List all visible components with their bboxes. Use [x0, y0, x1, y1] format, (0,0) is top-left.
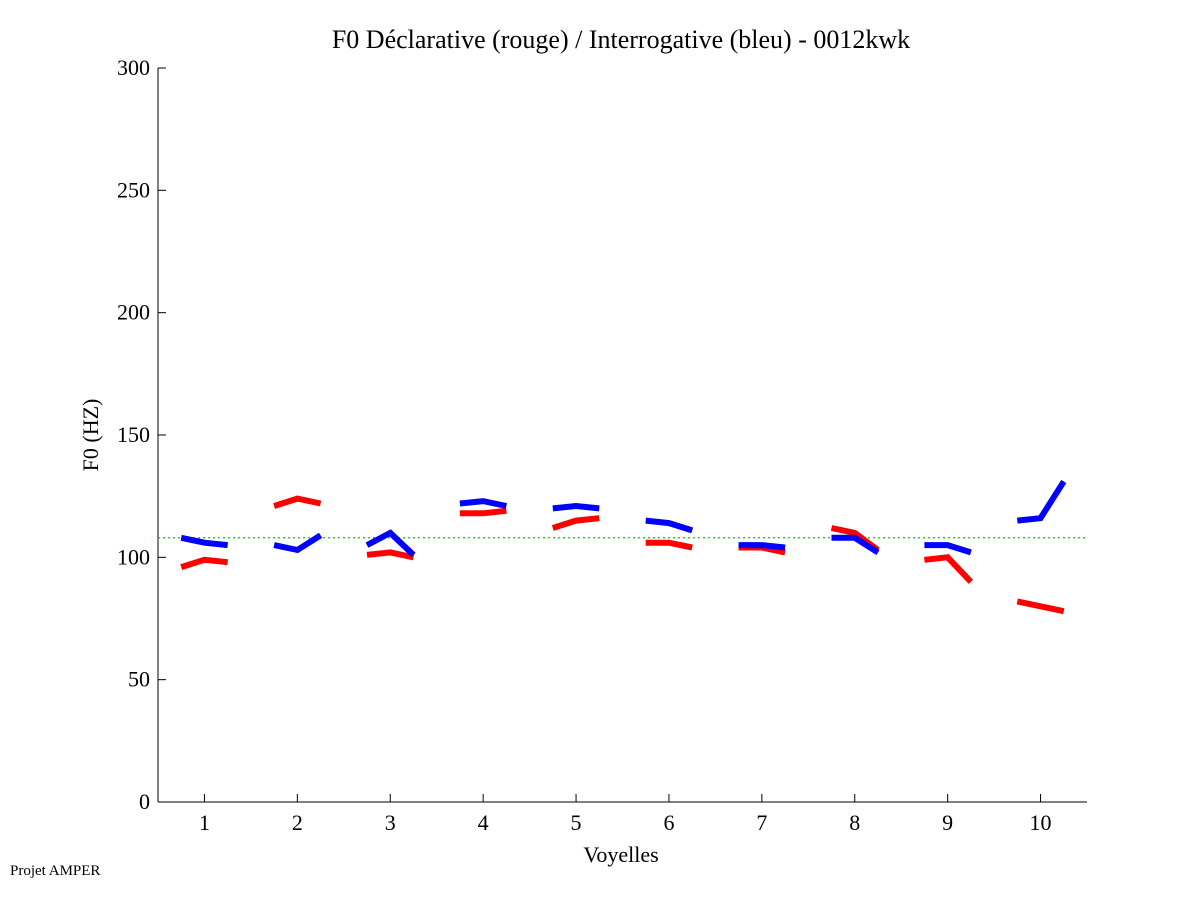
y-tick-label: 200: [117, 300, 150, 325]
declarative-series-segment: [645, 539, 693, 551]
interrogative-series-segment: [273, 532, 323, 554]
interrogative-series-segment: [831, 534, 880, 555]
x-tick-label: 7: [756, 810, 767, 835]
footer-credit: Projet AMPER: [10, 863, 101, 879]
interrogative-series-segment: [180, 534, 229, 549]
declarative-series-segment: [366, 549, 415, 561]
interrogative-series-segment: [459, 498, 508, 509]
interrogative-series-segment: [365, 529, 416, 558]
y-axis-label: F0 (HZ): [78, 399, 103, 472]
declarative-series-segment: [459, 507, 507, 517]
y-tick-label: 150: [117, 422, 150, 447]
x-tick-label: 8: [849, 810, 860, 835]
y-tick-label: 50: [128, 667, 150, 692]
x-tick-label: 5: [571, 810, 582, 835]
y-tick-label: 100: [117, 544, 150, 569]
axes: 0 50 100 150 200 250 300 1 2 3 4 5 6 7 8 9 10: [117, 55, 1087, 835]
interrogative-series-segment: [1016, 479, 1067, 524]
y-tick-label: 250: [117, 177, 150, 202]
x-tick-label: 4: [478, 810, 489, 835]
declarative-series-segment: [1016, 598, 1065, 615]
x-tick-label: 9: [942, 810, 953, 835]
declarative-series-segment: [551, 515, 600, 531]
interrogative-series-segment: [924, 542, 972, 556]
declarative-series-segment: [924, 554, 974, 584]
x-tick-label: 6: [663, 810, 674, 835]
x-tick-label: 3: [385, 810, 396, 835]
declarative-series-segment: [273, 495, 322, 509]
series-group: [180, 479, 1067, 615]
x-tick-label: 10: [1030, 810, 1052, 835]
x-tick-label: 2: [292, 810, 303, 835]
chart-title: F0 Déclarative (rouge) / Interrogative (…: [332, 25, 910, 54]
x-tick-label: 1: [199, 810, 210, 835]
interrogative-series-segment: [738, 542, 786, 551]
interrogative-series-segment: [645, 517, 694, 534]
declarative-series-segment: [180, 556, 229, 570]
interrogative-series-segment: [552, 502, 600, 512]
x-axis-label: Voyelles: [583, 842, 658, 867]
plot-area: [158, 68, 1087, 802]
y-tick-label: 300: [117, 55, 150, 80]
y-tick-label: 0: [139, 789, 150, 814]
